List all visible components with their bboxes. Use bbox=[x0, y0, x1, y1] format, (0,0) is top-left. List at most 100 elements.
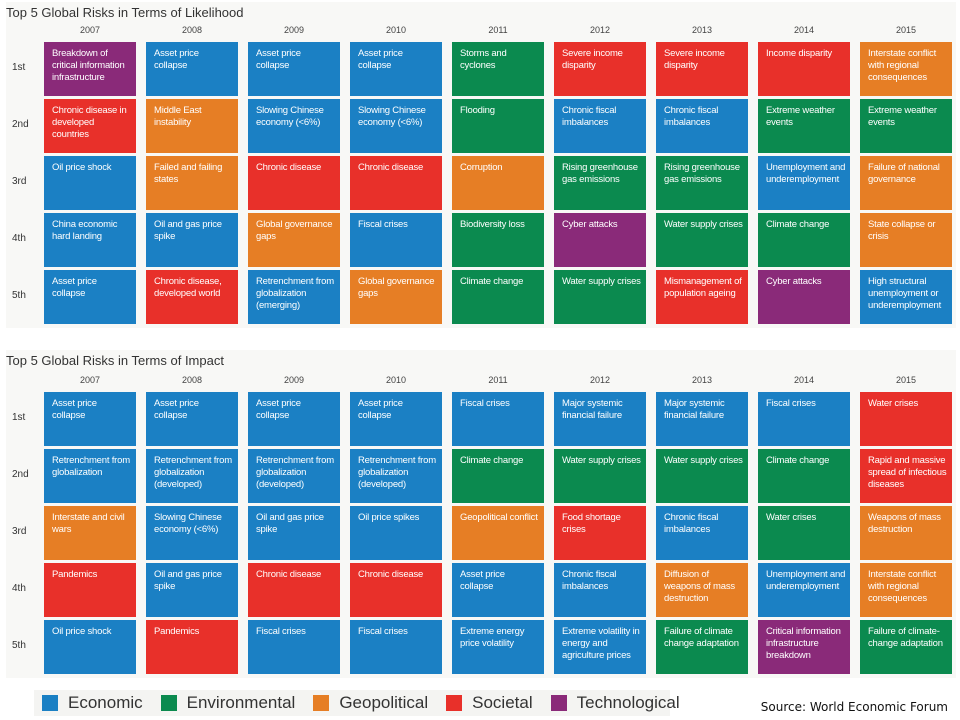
likelihood-title: Top 5 Global Risks in Terms of Likelihoo… bbox=[6, 5, 244, 20]
legend-label: Economic bbox=[68, 693, 143, 712]
legend-label: Societal bbox=[472, 693, 533, 712]
risk-cell: Chronic disease, developed world bbox=[146, 270, 238, 324]
risk-cell: Chronic fiscal imbalances bbox=[554, 563, 646, 617]
risk-cell: Extreme weather events bbox=[758, 99, 850, 153]
risk-cell: Weapons of mass destruction bbox=[860, 506, 952, 560]
risk-cell: Middle East instability bbox=[146, 99, 238, 153]
risk-cell: Chronic fiscal imbalances bbox=[554, 99, 646, 153]
legend-item: Environmental bbox=[160, 693, 296, 713]
legend-item: Societal bbox=[446, 693, 533, 713]
impact-title: Top 5 Global Risks in Terms of Impact bbox=[6, 353, 224, 368]
risk-cell: Fiscal crises bbox=[248, 620, 340, 674]
rank-label: 4th bbox=[12, 583, 26, 594]
year-label: 2013 bbox=[691, 375, 713, 385]
risk-cell: Fiscal crises bbox=[350, 620, 442, 674]
rank-label: 5th bbox=[12, 290, 26, 301]
risk-cell: Slowing Chinese economy (<6%) bbox=[146, 506, 238, 560]
risk-cell: Failed and failing states bbox=[146, 156, 238, 210]
risk-cell: Slowing Chinese economy (<6%) bbox=[248, 99, 340, 153]
risk-cell: Income disparity bbox=[758, 42, 850, 96]
legend-swatch bbox=[446, 695, 463, 711]
year-label: 2015 bbox=[895, 375, 917, 385]
risk-cell: Major systemic financial failure bbox=[554, 392, 646, 446]
risk-cell: Oil and gas price spike bbox=[146, 563, 238, 617]
legend-item: Economic bbox=[42, 693, 143, 713]
year-label: 2014 bbox=[793, 25, 815, 35]
risk-cell: Unemployment and underemployment bbox=[758, 563, 850, 617]
risk-cell: Global governance gaps bbox=[350, 270, 442, 324]
risk-cell: Retrenchment from globalization (develop… bbox=[350, 449, 442, 503]
rank-label: 3rd bbox=[12, 526, 27, 537]
year-label: 2009 bbox=[283, 375, 305, 385]
risk-cell: Failure of national governance bbox=[860, 156, 952, 210]
rank-label: 3rd bbox=[12, 176, 27, 187]
legend-swatch bbox=[160, 695, 177, 711]
rank-label: 1st bbox=[12, 412, 26, 423]
risk-cell: Climate change bbox=[758, 213, 850, 267]
risk-cell: Chronic fiscal imbalances bbox=[656, 99, 748, 153]
risk-cell: Asset price collapse bbox=[452, 563, 544, 617]
year-label: 2010 bbox=[385, 25, 407, 35]
risk-cell: Oil and gas price spike bbox=[248, 506, 340, 560]
risk-cell: Chronic disease in developed countries bbox=[44, 99, 136, 153]
year-label: 2008 bbox=[181, 25, 203, 35]
risk-cell: Failure of climate-change adaptation bbox=[860, 620, 952, 674]
risk-cell: Biodiversity loss bbox=[452, 213, 544, 267]
rank-label: 5th bbox=[12, 640, 26, 651]
risk-cell: Critical information infrastructure brea… bbox=[758, 620, 850, 674]
year-label: 2013 bbox=[691, 25, 713, 35]
legend-label: Environmental bbox=[186, 693, 296, 712]
risk-cell: Fiscal crises bbox=[452, 392, 544, 446]
risk-cell: Corruption bbox=[452, 156, 544, 210]
risk-cell: Asset price collapse bbox=[146, 42, 238, 96]
rank-label: 4th bbox=[12, 233, 26, 244]
risk-cell: Severe income disparity bbox=[656, 42, 748, 96]
year-label: 2012 bbox=[589, 375, 611, 385]
year-label: 2011 bbox=[488, 375, 508, 385]
year-label: 2010 bbox=[385, 375, 407, 385]
risk-cell: Global governance gaps bbox=[248, 213, 340, 267]
risk-cell: Interstate and civil wars bbox=[44, 506, 136, 560]
risk-cell: Asset price collapse bbox=[44, 392, 136, 446]
risk-cell: Retrenchment from globalization (emergin… bbox=[248, 270, 340, 324]
risk-cell: Severe income disparity bbox=[554, 42, 646, 96]
risk-cell: Water supply crises bbox=[554, 270, 646, 324]
risk-cell: Asset price collapse bbox=[146, 392, 238, 446]
year-label: 2012 bbox=[589, 25, 611, 35]
risk-cell: Asset price collapse bbox=[350, 392, 442, 446]
year-label: 2008 bbox=[181, 375, 203, 385]
risk-cell: Major systemic financial failure bbox=[656, 392, 748, 446]
risk-cell: Asset price collapse bbox=[44, 270, 136, 324]
risk-cell: Extreme energy price volatility bbox=[452, 620, 544, 674]
risk-cell: Water crises bbox=[758, 506, 850, 560]
risk-cell: Asset price collapse bbox=[248, 392, 340, 446]
rank-label: 2nd bbox=[12, 469, 29, 480]
rank-label: 2nd bbox=[12, 119, 29, 130]
risk-cell: Chronic fiscal imbalances bbox=[656, 506, 748, 560]
legend-label: Geopolitical bbox=[339, 693, 429, 712]
risk-cell: State collapse or crisis bbox=[860, 213, 952, 267]
risk-cell: Oil price shock bbox=[44, 156, 136, 210]
risk-cell: Water supply crises bbox=[656, 449, 748, 503]
risk-cell: Rising greenhouse gas emissions bbox=[656, 156, 748, 210]
risk-cell: Chronic disease bbox=[248, 156, 340, 210]
risk-cell: Chronic disease bbox=[248, 563, 340, 617]
risk-cell: Asset price collapse bbox=[248, 42, 340, 96]
risk-cell: Water crises bbox=[860, 392, 952, 446]
risk-cell: Asset price collapse bbox=[350, 42, 442, 96]
risk-cell: Water supply crises bbox=[656, 213, 748, 267]
year-label: 2007 bbox=[79, 375, 101, 385]
source-note: Source: World Economic Forum bbox=[760, 700, 948, 714]
risk-cell: Rising greenhouse gas emissions bbox=[554, 156, 646, 210]
risk-cell: Rapid and massive spread of infectious d… bbox=[860, 449, 952, 503]
risk-cell: Oil and gas price spike bbox=[146, 213, 238, 267]
risk-cell: Chronic disease bbox=[350, 156, 442, 210]
risk-cell: Interstate conflict with regional conseq… bbox=[860, 563, 952, 617]
risk-cell: Extreme volatility in energy and agricul… bbox=[554, 620, 646, 674]
risk-cell: Diffusion of weapons of mass destruction bbox=[656, 563, 748, 617]
risk-cell: China economic hard landing bbox=[44, 213, 136, 267]
risk-cell: Pandemics bbox=[146, 620, 238, 674]
risk-cell: Storms and cyclones bbox=[452, 42, 544, 96]
risk-cell: Slowing Chinese economy (<6%) bbox=[350, 99, 442, 153]
risk-cell: Climate change bbox=[758, 449, 850, 503]
